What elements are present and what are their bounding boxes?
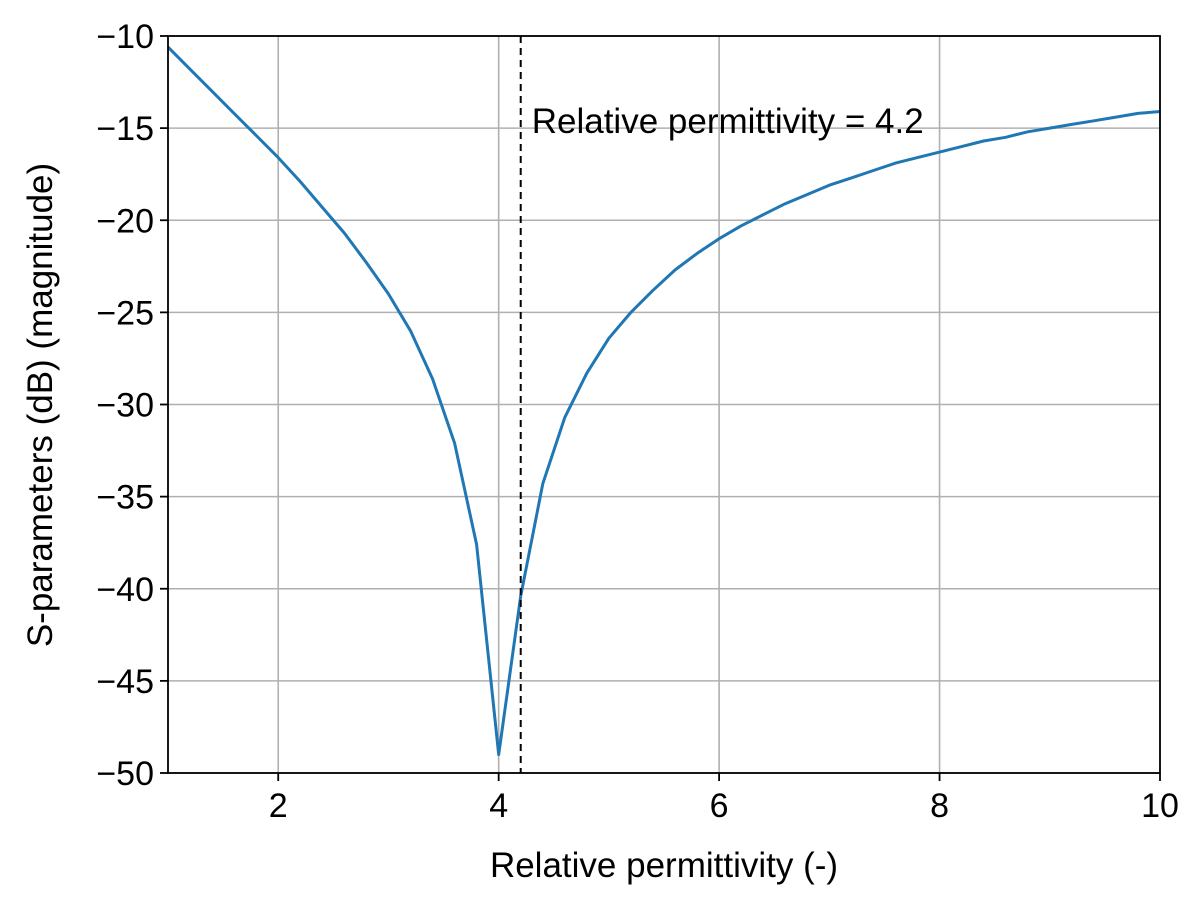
x-tick-label: 8 <box>930 787 949 825</box>
grid <box>168 35 1161 774</box>
y-tick-label: −40 <box>96 571 154 609</box>
y-tick-label: −25 <box>96 294 154 332</box>
axis-ticks: 2 4 6 8 10 −50 −45 −40 −35 −30 −25 −20 −15 −10 <box>96 18 1179 825</box>
y-tick-label: −50 <box>96 755 154 793</box>
y-tick-label: −20 <box>96 202 154 240</box>
x-tick-label: 2 <box>269 787 288 825</box>
y-tick-label: −30 <box>96 387 154 425</box>
y-tick-label: −10 <box>96 18 154 56</box>
y-tick-label: −15 <box>96 110 154 148</box>
y-tick-label: −45 <box>96 663 154 701</box>
x-tick-label: 10 <box>1141 787 1179 825</box>
y-axis-title: S-parameters (dB) (magnitude) <box>21 163 60 647</box>
plot-area <box>166 36 1161 773</box>
x-axis-title: Relative permittivity (-) <box>490 846 838 885</box>
annotation-label: Relative permittivity = 4.2 <box>532 102 924 141</box>
x-tick-label: 6 <box>710 787 729 825</box>
y-tick-label: −35 <box>96 479 154 517</box>
x-tick-label: 4 <box>489 787 508 825</box>
series-line <box>166 46 1161 757</box>
